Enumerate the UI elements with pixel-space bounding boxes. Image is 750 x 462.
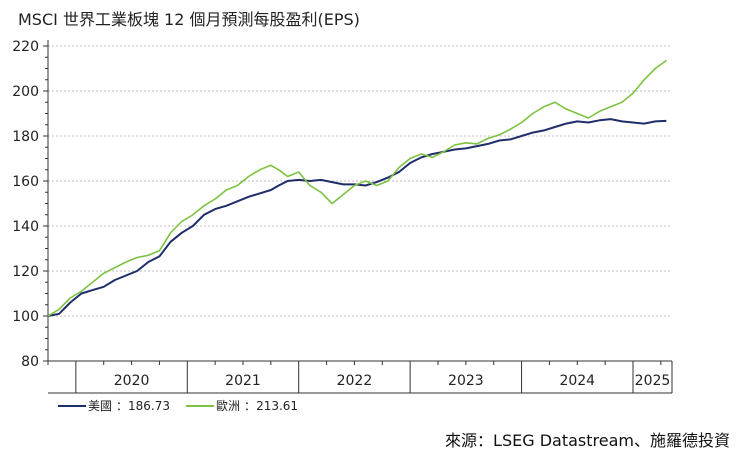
legend-sep-europe: ： <box>244 399 257 413</box>
legend-item-us: 美國 ： 186.73 <box>58 397 170 414</box>
y-tick-label-120: 120 <box>12 264 39 280</box>
y-tick-label-180: 180 <box>12 129 39 145</box>
y-tick-label-220: 220 <box>12 39 39 55</box>
x-tick-label-2023: 2023 <box>448 373 484 389</box>
source-note: 來源：LSEG Datastream、施羅德投資 <box>445 431 730 450</box>
legend-label-us: 美國 <box>88 399 113 413</box>
legend-item-europe: 歐洲 ： 213.61 <box>186 397 298 414</box>
legend-swatch-europe <box>186 404 215 407</box>
y-tick-label-160: 160 <box>12 174 39 190</box>
x-tick-label-2024: 2024 <box>559 373 595 389</box>
legend-value-us: 186.73 <box>128 398 171 413</box>
chart-title: MSCI 世界工業板塊 12 個月預測每股盈利(EPS) <box>18 10 360 29</box>
legend: 美國 ： 186.73 歐洲 ： 213.61 <box>58 397 314 414</box>
y-tick-label-100: 100 <box>12 309 39 325</box>
y-tick-label-200: 200 <box>12 84 39 100</box>
y-tick-label-140: 140 <box>12 219 39 235</box>
gridlines <box>48 45 672 317</box>
x-tick-label-2025: 2025 <box>635 373 671 389</box>
y-tick-label-80: 80 <box>21 354 39 370</box>
x-tick-label-2022: 2022 <box>337 373 373 389</box>
series-line-europe <box>47 59 667 317</box>
legend-swatch-us <box>58 404 86 407</box>
x-tick-label-2021: 2021 <box>225 373 261 389</box>
legend-value-europe: 213.61 <box>256 398 299 413</box>
x-tick-label-2020: 2020 <box>114 373 150 389</box>
series-line-us <box>47 118 667 317</box>
legend-label-europe: 歐洲 <box>216 399 241 413</box>
series-lines <box>47 59 667 317</box>
legend-sep-us: ： <box>116 399 129 413</box>
axes: 80 100 120 140 160 180 200 220 2020 2021 2022 2023 2… <box>12 39 673 394</box>
